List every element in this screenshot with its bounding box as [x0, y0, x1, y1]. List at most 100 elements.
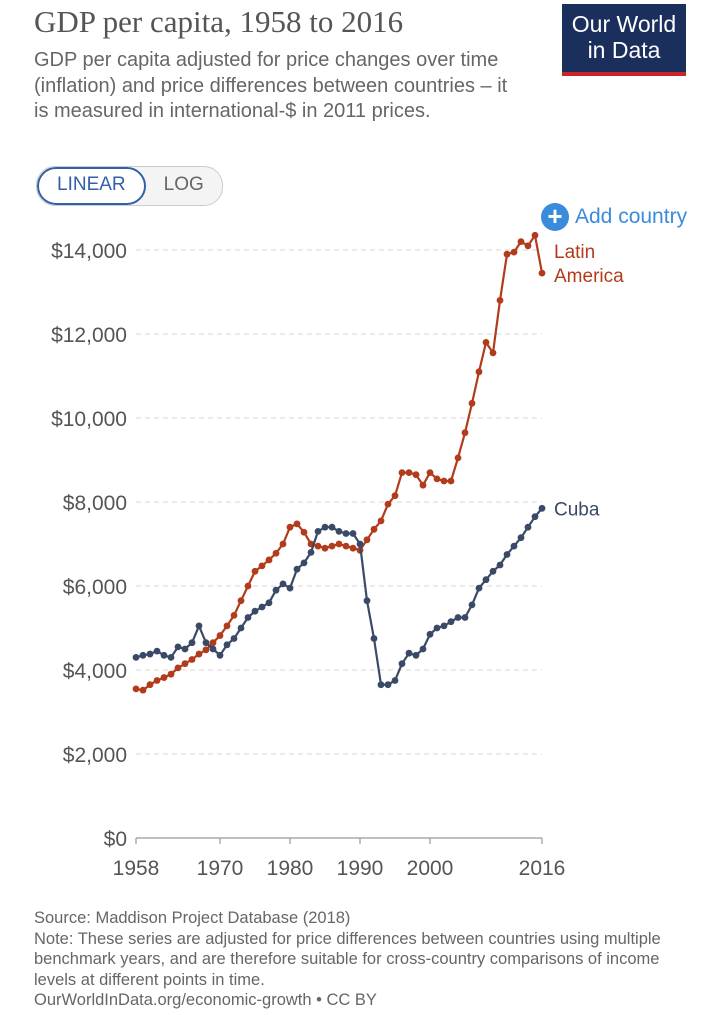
- data-point: [370, 525, 378, 533]
- x-tick-label: 2000: [407, 857, 454, 880]
- data-point: [272, 549, 280, 557]
- y-tick-label: $2,000: [63, 744, 127, 767]
- y-tick-label: $10,000: [51, 408, 127, 431]
- data-point: [328, 542, 336, 550]
- data-point: [286, 523, 294, 531]
- data-point: [328, 523, 336, 531]
- logo-line-2: in Data: [587, 37, 661, 63]
- data-point: [188, 639, 196, 647]
- data-point: [265, 556, 273, 564]
- series-label: America: [554, 266, 624, 287]
- data-point: [258, 562, 266, 570]
- data-point: [335, 540, 343, 548]
- data-point: [426, 630, 434, 638]
- data-point: [391, 677, 399, 684]
- data-point: [363, 597, 371, 605]
- data-point: [132, 685, 140, 693]
- data-point: [461, 614, 469, 621]
- data-point: [237, 624, 245, 632]
- data-point: [314, 528, 322, 535]
- series-line: [135, 234, 544, 692]
- data-point: [503, 551, 511, 558]
- data-point: [454, 614, 462, 621]
- grid-layer: [136, 249, 542, 755]
- chart-title: GDP per capita, 1958 to 2016: [34, 4, 404, 39]
- plus-icon: +: [541, 203, 569, 231]
- data-point: [188, 656, 196, 663]
- y-tick-label: $14,000: [51, 240, 127, 263]
- data-point: [440, 477, 448, 485]
- data-point: [349, 544, 357, 552]
- log-scale-button[interactable]: LOG: [163, 174, 204, 195]
- data-point: [335, 528, 343, 535]
- data-point: [139, 686, 147, 694]
- data-point: [363, 536, 371, 544]
- data-point: [167, 670, 175, 678]
- data-point: [489, 349, 497, 357]
- data-point: [398, 660, 406, 668]
- data-point: [153, 647, 161, 655]
- source-link[interactable]: OurWorldInData.org/economic-growth • CC …: [34, 991, 377, 1009]
- add-country-button[interactable]: + Add country: [541, 203, 687, 231]
- data-point: [370, 635, 378, 642]
- data-point: [223, 622, 231, 630]
- data-point: [517, 238, 525, 246]
- data-point: [384, 681, 392, 689]
- data-point: [216, 651, 224, 659]
- data-point: [412, 651, 420, 659]
- data-point: [461, 429, 469, 437]
- data-point: [286, 584, 294, 592]
- data-point: [419, 645, 427, 653]
- data-point: [447, 618, 455, 626]
- data-point: [531, 231, 539, 239]
- data-point: [468, 399, 476, 407]
- data-point: [412, 471, 420, 479]
- data-point: [202, 639, 210, 647]
- data-point: [279, 540, 287, 548]
- series-latin-america: [132, 231, 546, 694]
- data-point: [251, 567, 259, 575]
- y-tick-label: $6,000: [63, 576, 127, 599]
- data-point: [321, 544, 329, 552]
- data-point: [496, 561, 504, 569]
- chart-subtitle: GDP per capita adjusted for price change…: [34, 49, 508, 122]
- series-label: Latin: [554, 242, 595, 263]
- linear-scale-button[interactable]: LINEAR: [37, 167, 146, 205]
- data-point: [524, 242, 532, 250]
- data-point: [181, 660, 189, 668]
- data-point: [377, 517, 385, 525]
- x-tick-label: 1958: [113, 857, 160, 880]
- data-point: [447, 477, 455, 485]
- data-point: [300, 528, 308, 536]
- y-tick-label: $4,000: [63, 660, 127, 683]
- data-point: [195, 622, 203, 630]
- data-point: [510, 542, 518, 550]
- data-point: [482, 576, 490, 584]
- line-chart: $0 $2,000 $4,000 $6,000 $8,000 $10,000 $12,000…: [51, 231, 624, 880]
- data-point: [517, 534, 525, 542]
- data-point: [132, 654, 140, 661]
- data-point: [531, 513, 539, 521]
- data-point: [524, 523, 532, 531]
- data-point: [258, 603, 266, 611]
- data-point: [265, 599, 273, 607]
- data-point: [300, 559, 308, 567]
- data-point: [405, 649, 413, 657]
- y-tick-label: $0: [104, 828, 127, 851]
- data-point: [321, 523, 329, 531]
- data-point: [433, 624, 441, 632]
- data-point: [426, 469, 434, 476]
- data-point: [503, 250, 511, 258]
- axis-layer: $0 $2,000 $4,000 $6,000 $8,000 $10,000 $12,000…: [51, 240, 565, 880]
- series-cuba: [132, 504, 546, 689]
- data-point: [496, 297, 504, 304]
- data-point: [405, 469, 413, 476]
- scale-toggle: LINEAR LOG: [36, 166, 223, 206]
- data-point: [377, 681, 385, 689]
- data-point: [174, 643, 182, 651]
- logo-line-1: Our World: [571, 11, 677, 37]
- source-text: Source: Maddison Project Database (2018): [34, 909, 351, 927]
- owid-logo[interactable]: Our World in Data: [562, 4, 686, 76]
- data-point: [468, 601, 476, 609]
- data-point: [216, 632, 224, 639]
